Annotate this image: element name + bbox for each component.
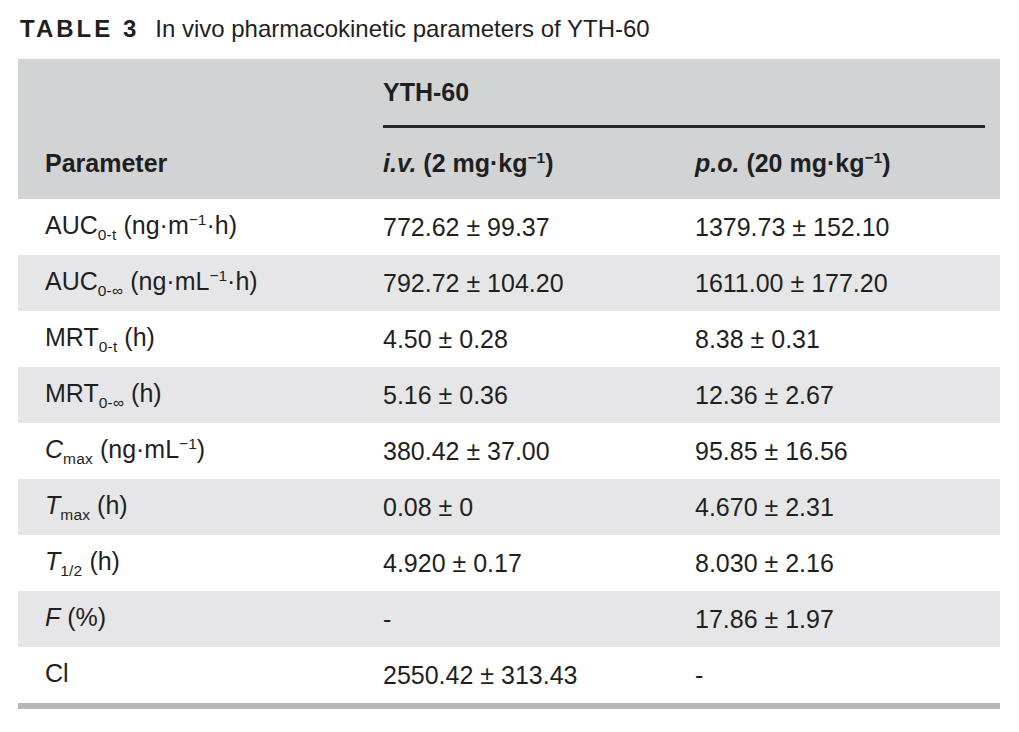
po-value: 1611.00 ± 177.20 <box>695 269 1000 298</box>
parameter-cell: T1/2 (h) <box>18 547 383 580</box>
table-body: AUC0-t (ng·m−1·h) 772.62 ± 99.37 1379.73… <box>18 199 1000 703</box>
parameter-unit: (h) <box>124 379 162 407</box>
parameter-cell: AUC0-t (ng·m−1·h) <box>18 211 383 244</box>
table-row-mrt0t: MRT0-t (h) 4.50 ± 0.28 8.38 ± 0.31 <box>18 311 1000 367</box>
parameter-name: MRT <box>45 379 99 407</box>
po-dose-superscript: −1 <box>864 150 882 167</box>
parameter-cell: Tmax (h) <box>18 491 383 524</box>
table-header: YTH-60 Parameter i.v. (2 mg·kg−1) p.o. (… <box>18 59 1000 199</box>
parameter-subscript: 0-t <box>98 226 117 243</box>
parameter-subscript: 0-∞ <box>99 394 124 411</box>
group-header-label: YTH-60 <box>383 78 469 107</box>
iv-value: - <box>383 605 695 634</box>
iv-route-label: i.v. <box>383 149 416 177</box>
iv-value: 792.72 ± 104.20 <box>383 269 695 298</box>
po-value: 8.030 ± 2.16 <box>695 549 1000 578</box>
parameter-subscript: 1/2 <box>60 562 82 579</box>
parameter-subscript: max <box>60 506 90 523</box>
iv-value: 772.62 ± 99.37 <box>383 213 695 242</box>
column-header-parameter: Parameter <box>18 149 383 178</box>
column-header-row: Parameter i.v. (2 mg·kg−1) p.o. (20 mg·k… <box>18 128 1000 199</box>
parameter-subscript: 0-t <box>99 338 118 355</box>
parameter-unit: (%) <box>60 603 106 631</box>
table-row-bioavailability: F (%) - 17.86 ± 1.97 <box>18 591 1000 647</box>
table-caption-label: TABLE 3 <box>20 15 139 42</box>
parameter-unit-end: ·h) <box>206 211 237 239</box>
table-row-tmax: Tmax (h) 0.08 ± 0 4.670 ± 2.31 <box>18 479 1000 535</box>
iv-value: 0.08 ± 0 <box>383 493 695 522</box>
parameter-cell: MRT0-t (h) <box>18 323 383 356</box>
pharmacokinetics-table: YTH-60 Parameter i.v. (2 mg·kg−1) p.o. (… <box>18 59 1000 709</box>
parameter-name: F <box>45 603 60 631</box>
parameter-unit: (ng·m <box>117 211 189 239</box>
iv-value: 4.920 ± 0.17 <box>383 549 695 578</box>
table-row-clearance: Cl 2550.42 ± 313.43 - <box>18 647 1000 703</box>
column-header-iv: i.v. (2 mg·kg−1) <box>383 149 695 178</box>
table-row-mrt0inf: MRT0-∞ (h) 5.16 ± 0.36 12.36 ± 2.67 <box>18 367 1000 423</box>
parameter-cell: MRT0-∞ (h) <box>18 379 383 412</box>
parameter-unit: (h) <box>82 547 120 575</box>
parameter-unit-end: ) <box>197 435 205 463</box>
table-row-auc0t: AUC0-t (ng·m−1·h) 772.62 ± 99.37 1379.73… <box>18 199 1000 255</box>
table-bottom-rule <box>18 703 1000 709</box>
parameter-subscript: 0-∞ <box>98 282 123 299</box>
table-row-thalf: T1/2 (h) 4.920 ± 0.17 8.030 ± 2.16 <box>18 535 1000 591</box>
parameter-name: T <box>45 491 60 519</box>
po-dose-close: ) <box>882 149 890 177</box>
iv-value: 5.16 ± 0.36 <box>383 381 695 410</box>
parameter-unit: (ng·mL <box>93 435 179 463</box>
parameter-superscript: −1 <box>189 211 207 228</box>
column-header-po: p.o. (20 mg·kg−1) <box>695 149 1000 178</box>
po-value: 95.85 ± 16.56 <box>695 437 1000 466</box>
parameter-cell: Cmax (ng·mL−1) <box>18 435 383 468</box>
parameter-name: T <box>45 547 60 575</box>
iv-value: 380.42 ± 37.00 <box>383 437 695 466</box>
iv-dose-superscript: −1 <box>528 150 546 167</box>
parameter-unit: (ng·mL <box>123 267 209 295</box>
table-row-auc0inf: AUC0-∞ (ng·mL−1·h) 792.72 ± 104.20 1611.… <box>18 255 1000 311</box>
iv-value: 2550.42 ± 313.43 <box>383 661 695 690</box>
iv-value: 4.50 ± 0.28 <box>383 325 695 354</box>
group-header-cell: YTH-60 <box>383 59 985 128</box>
parameter-name: Cl <box>45 659 69 687</box>
po-value: 1379.73 ± 152.10 <box>695 213 1000 242</box>
table-row-cmax: Cmax (ng·mL−1) 380.42 ± 37.00 95.85 ± 16… <box>18 423 1000 479</box>
parameter-unit: (h) <box>90 491 128 519</box>
po-value: 17.86 ± 1.97 <box>695 605 1000 634</box>
iv-dose-close: ) <box>545 149 553 177</box>
po-dose-text: (20 mg·kg <box>739 149 864 177</box>
parameter-cell: AUC0-∞ (ng·mL−1·h) <box>18 267 383 300</box>
parameter-unit-end: ·h) <box>227 267 258 295</box>
parameter-superscript: −1 <box>209 267 227 284</box>
po-value: - <box>695 661 1000 690</box>
po-route-label: p.o. <box>695 149 739 177</box>
parameter-superscript: −1 <box>179 435 197 452</box>
group-header-row: YTH-60 <box>18 59 1000 128</box>
po-value: 4.670 ± 2.31 <box>695 493 1000 522</box>
table-caption-text: In vivo pharmacokinetic parameters of YT… <box>155 15 649 42</box>
parameter-unit: (h) <box>117 323 155 351</box>
parameter-name: C <box>45 435 63 463</box>
parameter-cell: Cl <box>18 659 383 692</box>
parameter-name: AUC <box>45 211 98 239</box>
po-value: 12.36 ± 2.67 <box>695 381 1000 410</box>
parameter-subscript: max <box>63 450 93 467</box>
parameter-name: MRT <box>45 323 99 351</box>
parameter-name: AUC <box>45 267 98 295</box>
iv-dose-text: (2 mg·kg <box>416 149 527 177</box>
table-caption: TABLE 3 In vivo pharmacokinetic parameter… <box>0 0 1019 59</box>
parameter-cell: F (%) <box>18 603 383 636</box>
po-value: 8.38 ± 0.31 <box>695 325 1000 354</box>
